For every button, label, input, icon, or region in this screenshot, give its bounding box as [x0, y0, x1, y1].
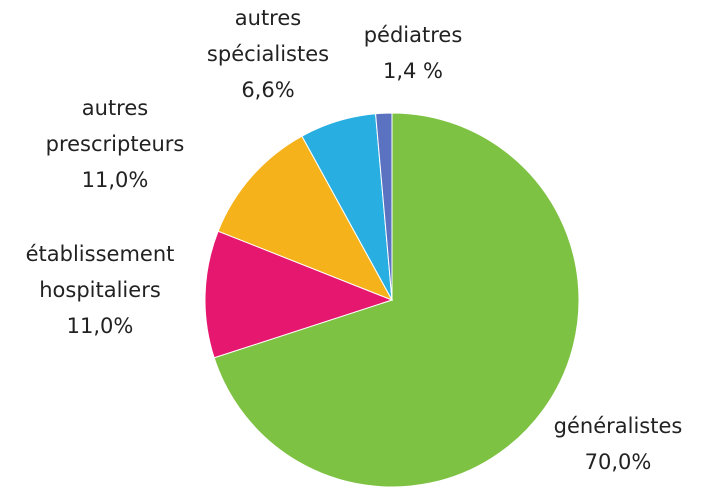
value-label: 1,4 % [382, 59, 444, 83]
slice-label: généralistes 70,0% [548, 408, 688, 480]
category-name: pédiatres [363, 23, 463, 47]
slice-label: autres spécialistes 6,6% [178, 0, 358, 108]
value-label: 11,0% [81, 168, 149, 192]
category-name: généralistes [553, 414, 683, 438]
slice-label: autres prescripteurs 11,0% [15, 90, 215, 198]
value-label: 6,6% [241, 78, 295, 102]
category-name: établissement hospitaliers [25, 242, 175, 302]
value-label: 11,0% [66, 314, 134, 338]
slice-label: pédiatres 1,4 % [343, 17, 483, 89]
category-name: autres spécialistes [206, 6, 330, 66]
pie-slice [204, 230, 394, 359]
category-name: autres prescripteurs [45, 96, 185, 156]
pie-slice [213, 112, 580, 488]
pie-slice [375, 112, 393, 301]
pie-slice [217, 135, 394, 301]
slice-label: établissement hospitaliers 11,0% [5, 236, 195, 344]
value-label: 70,0% [584, 450, 652, 474]
